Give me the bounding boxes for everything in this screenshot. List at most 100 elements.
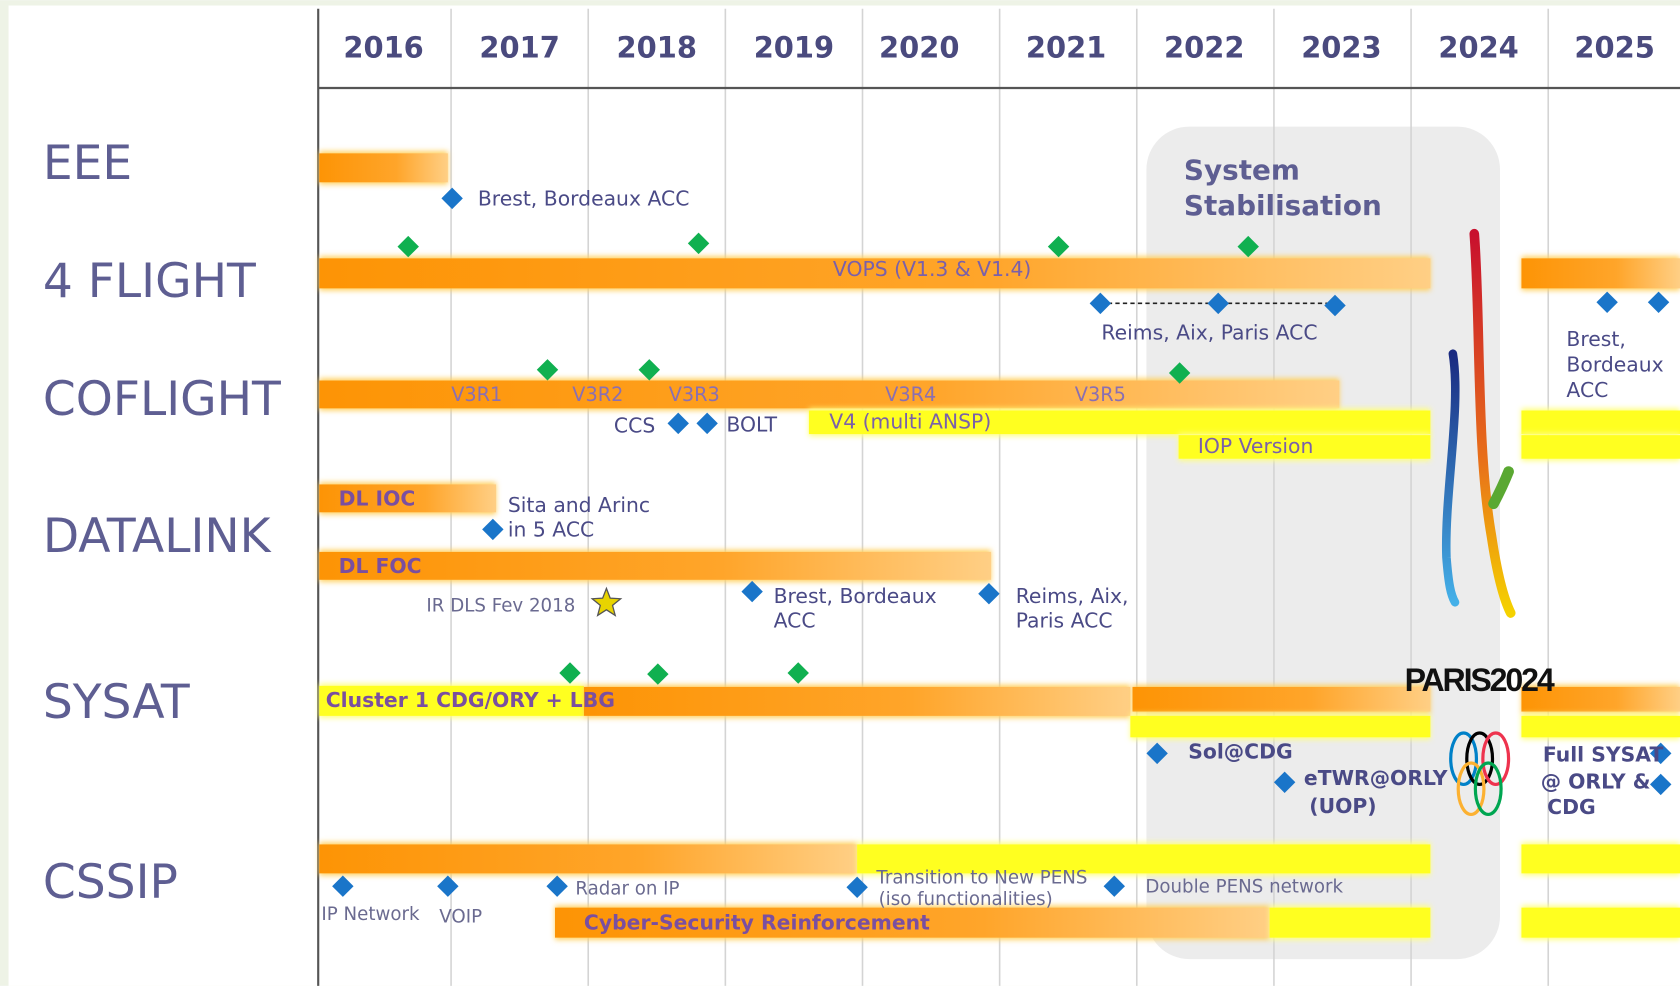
milestone (1650, 742, 1672, 765)
year-label: 2017 (479, 30, 559, 64)
row-label: COFLIGHT (43, 372, 281, 427)
label: ACC (1566, 378, 1608, 402)
year-label: 2018 (617, 30, 697, 64)
bar (808, 410, 1431, 435)
label: V3R2 (572, 383, 623, 406)
label: V3R5 (1075, 383, 1126, 406)
olympic-ring (1481, 731, 1511, 787)
milestone (397, 235, 419, 258)
label: V4 (multi ANSP) (829, 409, 991, 433)
label: CCS (614, 414, 655, 438)
milestone (437, 875, 459, 897)
label: Cluster 1 CDG/ORY + LBG (326, 688, 615, 712)
label: IR DLS Fev 2018 (426, 596, 575, 617)
bar (1130, 715, 1431, 738)
bar (319, 551, 992, 580)
milestone (546, 875, 568, 897)
milestone (1168, 362, 1191, 384)
milestone (696, 412, 718, 435)
bar (583, 686, 1131, 716)
label: V3R1 (451, 383, 502, 406)
label: ACC (774, 609, 816, 633)
year-label: 2020 (879, 30, 959, 64)
bar (1521, 435, 1680, 459)
olympic-ring (1456, 761, 1486, 817)
label: Double PENS network (1145, 876, 1343, 897)
bar (1521, 844, 1680, 874)
label: Brest, Bordeaux ACC (478, 186, 690, 210)
label: Sol@CDG (1188, 739, 1292, 763)
label: DL FOC (339, 554, 422, 578)
label: VOPS (V1.3 & V1.4) (833, 257, 1031, 281)
bar (1521, 686, 1680, 712)
label: Reims, Aix, (1016, 584, 1129, 608)
bar (319, 844, 858, 874)
milestone (441, 187, 463, 210)
bar (1521, 715, 1680, 738)
label: Sita and Arinc (508, 493, 650, 517)
bar (319, 153, 448, 183)
label: Stabilisation (1184, 189, 1382, 222)
label: Bordeaux (1566, 352, 1663, 376)
olympic-ring (1473, 761, 1503, 817)
year-label: 2019 (754, 30, 834, 64)
olympic-ring (1449, 731, 1479, 787)
row-label: CSSIP (43, 855, 178, 910)
label: DL IOC (339, 486, 416, 510)
label: IOP Version (1198, 434, 1314, 458)
milestone (1146, 742, 1168, 765)
milestone (1237, 235, 1259, 258)
year-label: 2025 (1574, 30, 1654, 64)
year-label: 2023 (1301, 30, 1381, 64)
label: Reims, Aix, Paris ACC (1101, 320, 1317, 344)
logo-flame-blue (1441, 349, 1460, 607)
label: (iso functionalities) (879, 889, 1053, 910)
star-milestone (590, 586, 623, 617)
label: Cyber-Security Reinforcement (584, 911, 930, 935)
milestone (1273, 771, 1296, 793)
label: Brest, (1566, 327, 1625, 351)
bar (1521, 258, 1680, 289)
bar (319, 258, 1431, 289)
label: System (1184, 154, 1300, 187)
row-label: DATALINK (43, 509, 272, 564)
label: V3R4 (885, 383, 936, 406)
label: in 5 ACC (508, 518, 594, 542)
bar (1269, 907, 1431, 938)
year-label: 2022 (1164, 30, 1244, 64)
label: CDG (1547, 795, 1596, 819)
label: IP Network (321, 904, 420, 925)
milestone (1103, 875, 1125, 897)
bar (857, 844, 1431, 874)
label: BOLT (726, 412, 777, 436)
bar (319, 484, 497, 513)
row-label: 4 FLIGHT (43, 254, 256, 309)
row-label: EEE (43, 136, 132, 191)
year-label: 2024 (1438, 30, 1518, 64)
label: Paris ACC (1016, 609, 1113, 633)
label: @ ORLY & (1541, 769, 1651, 793)
label: eTWR@ORLY (1304, 766, 1448, 790)
year-label: 2021 (1026, 30, 1106, 64)
label: Brest, Bordeaux (774, 584, 937, 608)
olympic-ring (1465, 731, 1495, 787)
label: (UOP) (1309, 794, 1376, 818)
bar (1132, 686, 1431, 712)
label: Full SYSAT (1543, 743, 1664, 767)
bar (319, 380, 1340, 409)
milestone (1089, 292, 1112, 315)
milestone (667, 412, 689, 435)
milestone (638, 359, 660, 381)
milestone (1596, 291, 1618, 313)
milestone (1047, 235, 1070, 258)
label: V3R3 (669, 383, 720, 406)
bar (1178, 435, 1431, 459)
label: Radar on IP (575, 878, 679, 899)
bar (1521, 907, 1680, 938)
logo-flame (1469, 228, 1516, 618)
row-label: SYSAT (43, 675, 190, 730)
year-label: 2016 (343, 30, 423, 64)
logo-flame-green (1488, 466, 1514, 510)
